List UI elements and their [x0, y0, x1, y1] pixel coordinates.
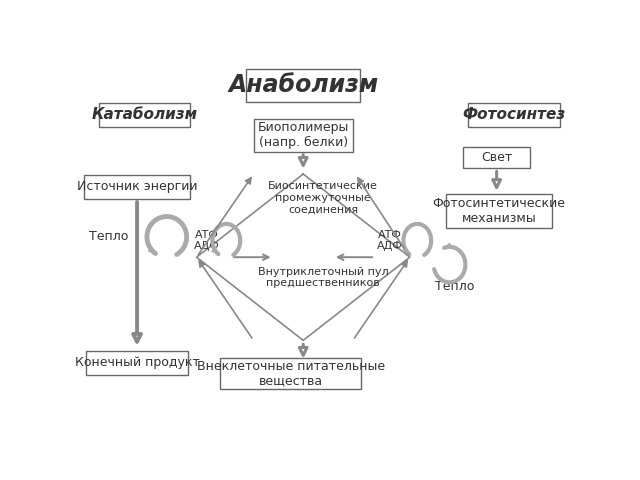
Text: Биополимеры
(напр. белки): Биополимеры (напр. белки) — [257, 121, 349, 149]
Text: Тепло: Тепло — [435, 280, 474, 293]
Text: Анаболизм: Анаболизм — [228, 73, 378, 97]
FancyBboxPatch shape — [446, 194, 552, 228]
Text: Катаболизм: Катаболизм — [92, 108, 198, 122]
Text: АТФ
АДФ: АТФ АДФ — [194, 230, 220, 252]
Text: Внутриклеточный пул
предшественников: Внутриклеточный пул предшественников — [258, 267, 388, 288]
FancyBboxPatch shape — [253, 119, 353, 152]
Text: Внеклеточные питательные
вещества: Внеклеточные питательные вещества — [196, 360, 385, 388]
FancyBboxPatch shape — [468, 103, 560, 127]
FancyBboxPatch shape — [463, 147, 530, 168]
FancyBboxPatch shape — [84, 175, 190, 199]
Text: Конечный продукт: Конечный продукт — [75, 356, 200, 369]
Text: Свет: Свет — [481, 151, 512, 164]
Text: Источник энергии: Источник энергии — [77, 180, 197, 193]
FancyBboxPatch shape — [246, 69, 360, 102]
Text: Фотосинтетические
механизмы: Фотосинтетические механизмы — [433, 197, 566, 225]
Text: Биосинтетические
промежуточные
соединения: Биосинтетические промежуточные соединени… — [268, 181, 378, 215]
FancyBboxPatch shape — [220, 358, 362, 389]
Text: АТФ
АДФ: АТФ АДФ — [377, 230, 403, 252]
Text: Тепло: Тепло — [89, 230, 129, 243]
Text: Фотосинтез: Фотосинтез — [462, 108, 566, 122]
FancyBboxPatch shape — [86, 350, 188, 374]
FancyBboxPatch shape — [99, 103, 190, 127]
